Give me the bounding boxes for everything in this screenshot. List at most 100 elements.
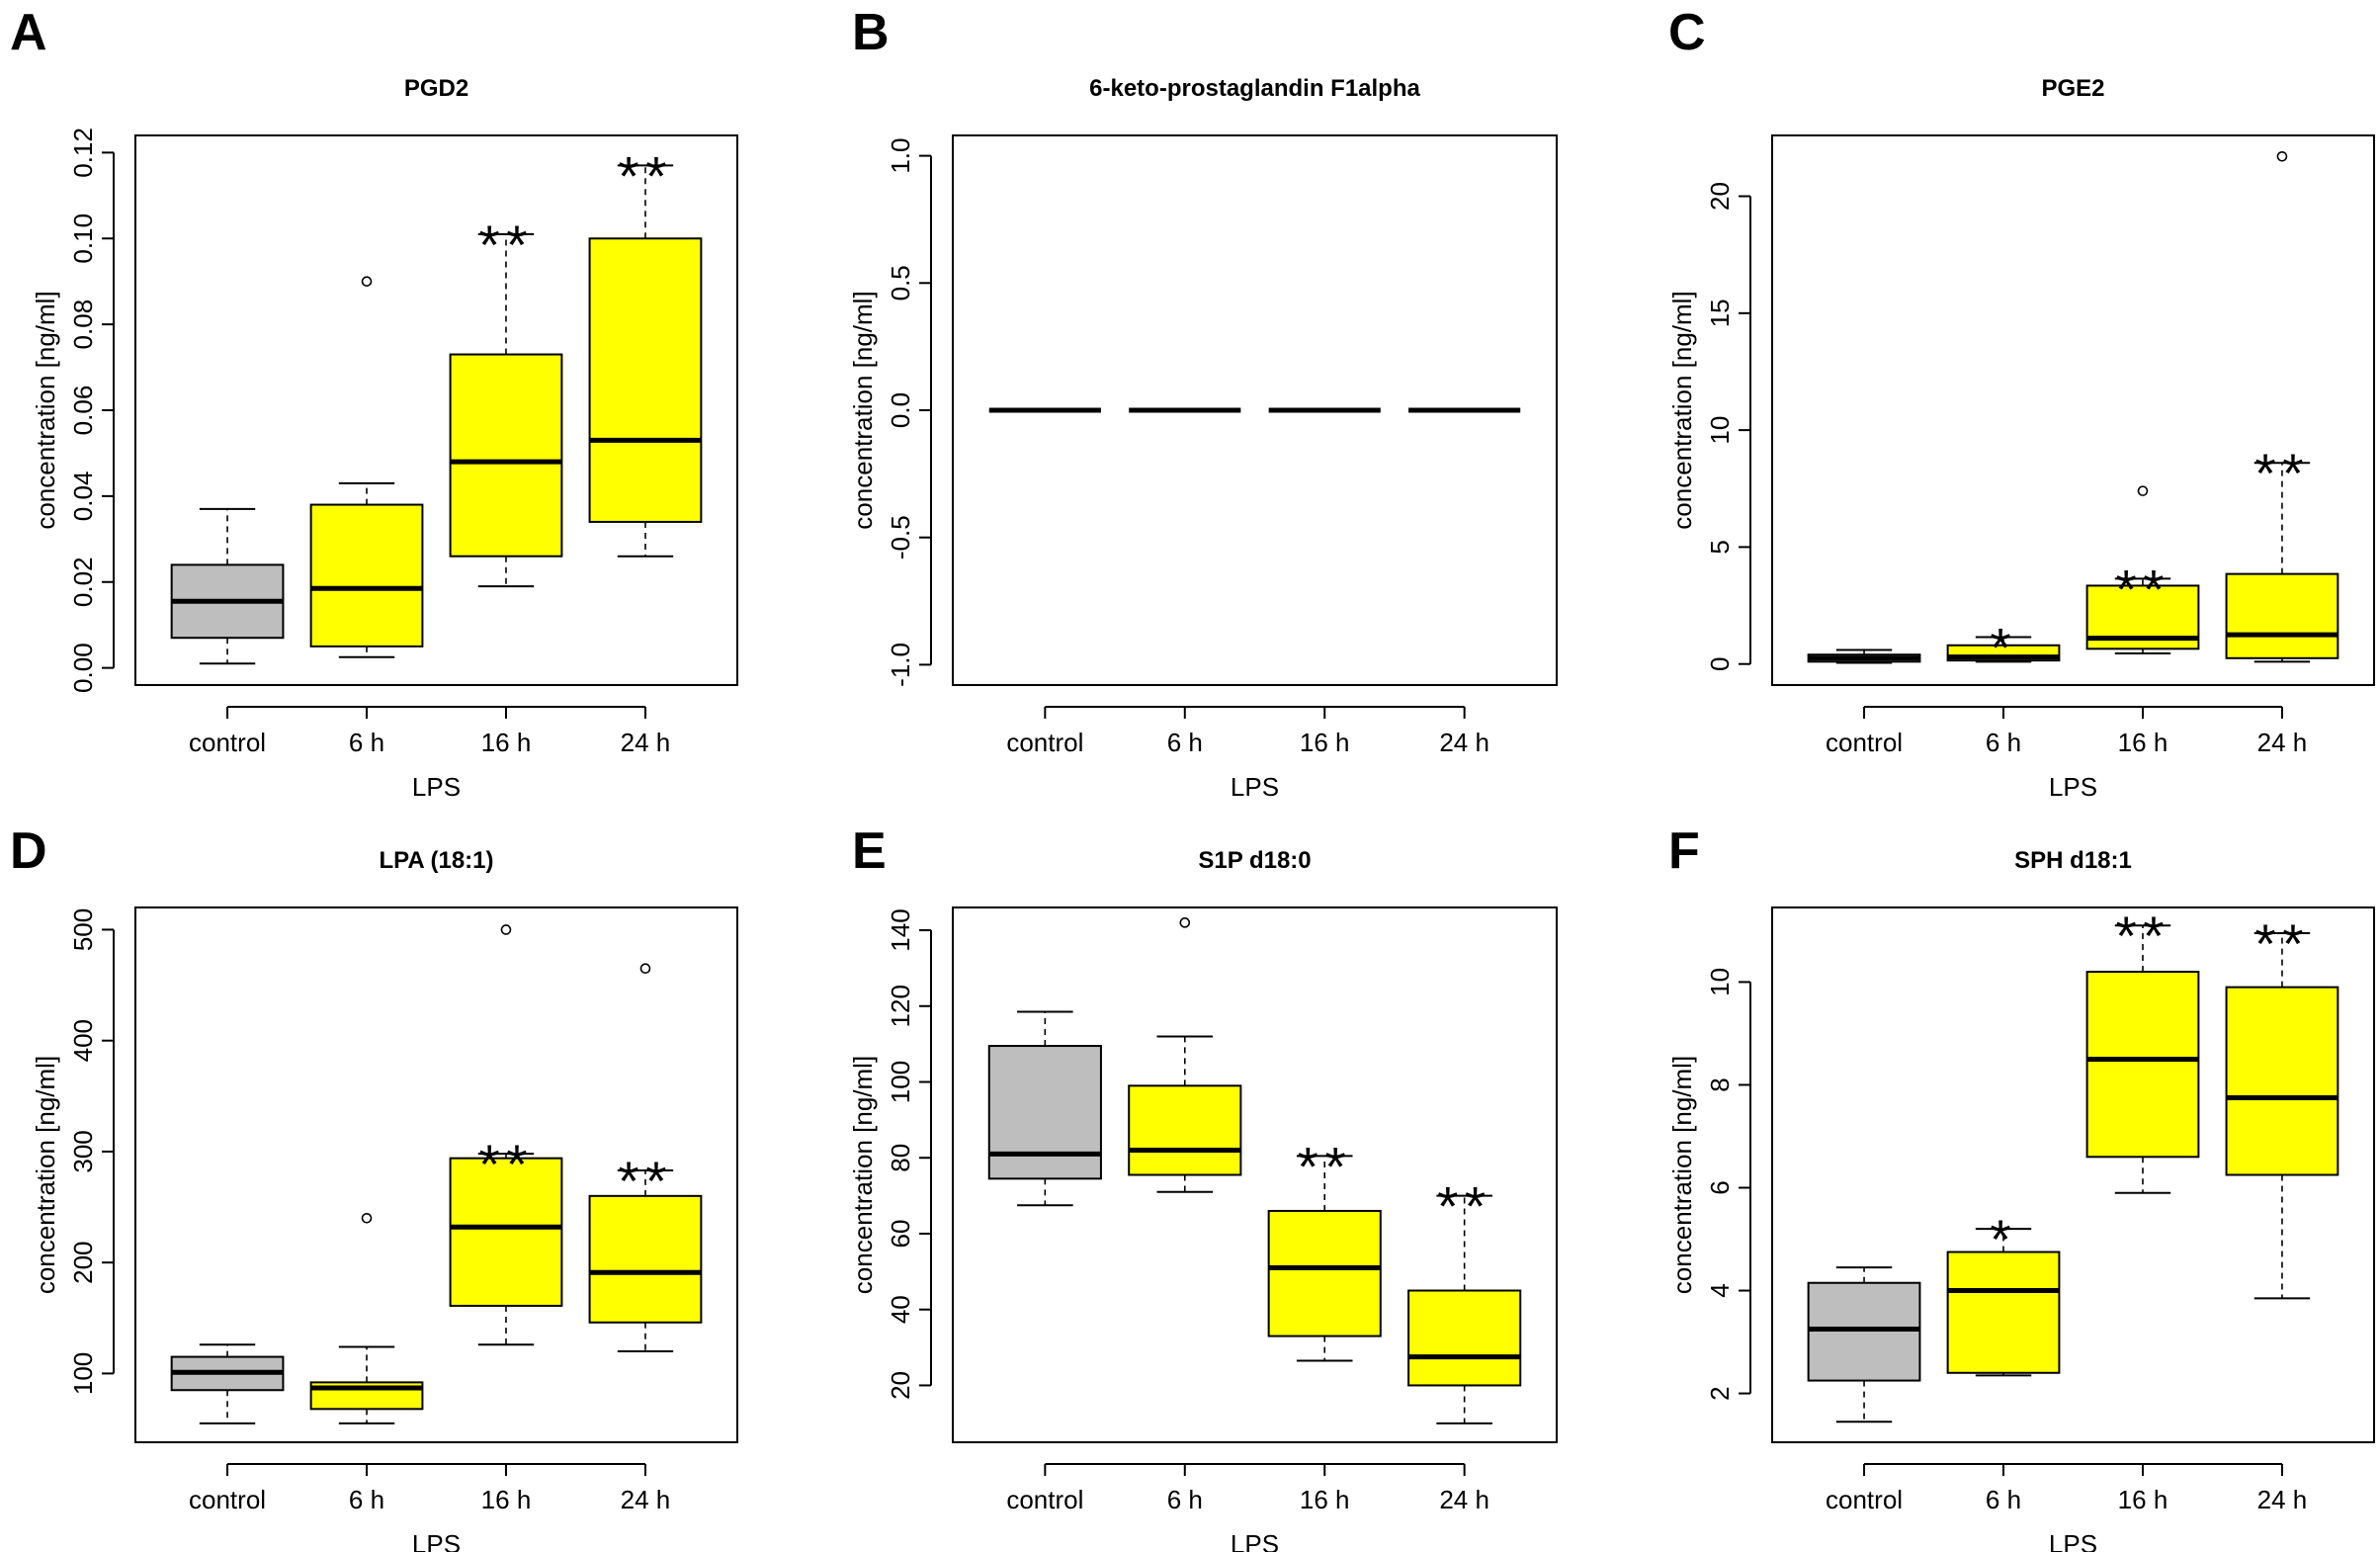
x-tick-label: 16 h xyxy=(2118,728,2168,757)
y-tick-label: 10 xyxy=(1705,968,1735,996)
x-tick-label: 24 h xyxy=(621,1485,671,1514)
iqr-box xyxy=(1128,1084,1242,1176)
box-24h: ** xyxy=(588,963,703,1352)
iqr-box xyxy=(1267,1209,1382,1337)
x-tick-label: 16 h xyxy=(481,1485,532,1514)
y-tick-label: 80 xyxy=(886,1144,915,1172)
plot-frame xyxy=(134,134,738,686)
box-24h: ** xyxy=(1407,1175,1522,1424)
x-tick-label: 24 h xyxy=(2257,1485,2308,1514)
significance-marker: ** xyxy=(2115,905,2170,967)
box-6h: * xyxy=(1946,616,2061,678)
x-tick-label: 16 h xyxy=(481,728,532,757)
x-tick-label: control xyxy=(1006,1485,1083,1514)
box-24h: ** xyxy=(2225,912,2339,1300)
x-tick-label: control xyxy=(189,1485,266,1514)
y-axis-label: concentration [ng/ml] xyxy=(1667,1056,1697,1294)
box-6h: * xyxy=(1946,1208,2061,1377)
panel-f: F SPH d18:1 2 4 6 8 10 concentration [ng/ml] con… xyxy=(1667,822,2375,1552)
y-tick-label: 2 xyxy=(1705,1386,1735,1400)
panel-letter: D xyxy=(10,822,47,880)
significance-marker: ** xyxy=(2254,442,2310,504)
plot-frame xyxy=(1771,134,2375,686)
y-tick-label: 300 xyxy=(68,1130,98,1172)
box-16h: ** xyxy=(2085,485,2200,655)
y-axis-label: concentration [ng/ml] xyxy=(848,291,878,529)
y-tick-label: 120 xyxy=(886,985,915,1027)
box-control xyxy=(1807,1266,1921,1423)
box-6h xyxy=(1128,917,1242,1193)
iqr-box xyxy=(1807,1281,1921,1382)
chart-title: LPA (18:1) xyxy=(379,847,493,874)
x-axis-label: LPS xyxy=(1231,1529,1279,1552)
box-24h: ** xyxy=(588,144,703,558)
iqr-box xyxy=(588,1194,703,1324)
significance-marker: * xyxy=(1990,616,2017,678)
x-axis-label: LPS xyxy=(412,1529,461,1552)
x-tick-label: 6 h xyxy=(1167,1485,1203,1514)
outlier-point xyxy=(361,276,373,287)
y-tick-label: 4 xyxy=(1705,1283,1735,1297)
y-tick-label: 200 xyxy=(68,1241,98,1283)
outlier-point xyxy=(500,924,512,935)
significance-marker: ** xyxy=(478,214,534,276)
chart-title: PGD2 xyxy=(404,75,468,102)
y-tick-label: 1.0 xyxy=(886,138,915,174)
box-16h: ** xyxy=(449,924,563,1346)
iqr-box xyxy=(2085,971,2200,1159)
plot-frame xyxy=(1771,906,2375,1443)
x-tick-label: 6 h xyxy=(1986,1485,2021,1514)
significance-marker: ** xyxy=(1437,1175,1492,1238)
panel-e: E S1P d18:0 20 40 60 80 100 120 140 concentration… xyxy=(848,822,1558,1552)
x-tick-label: 6 h xyxy=(349,1485,384,1514)
y-tick-label: 40 xyxy=(886,1295,915,1324)
panel-letter: C xyxy=(1668,4,1706,61)
significance-marker: ** xyxy=(478,1133,534,1195)
x-tick-label: 16 h xyxy=(1300,1485,1350,1514)
y-tick-label: 20 xyxy=(886,1371,915,1400)
x-tick-label: 16 h xyxy=(1300,728,1350,757)
outlier-point xyxy=(2137,485,2149,496)
panel-d: D LPA (18:1) 100 200 300 400 500 concentration … xyxy=(10,822,738,1552)
box-16h: ** xyxy=(2085,905,2200,1194)
y-axis-label: concentration [ng/ml] xyxy=(848,1056,878,1294)
chart-title: 6-keto-prostaglandin F1alpha xyxy=(1089,75,1420,102)
box-control xyxy=(170,507,285,665)
panel-letter: E xyxy=(852,822,887,880)
y-tick-label: 0.00 xyxy=(68,643,98,693)
y-axis-label: concentration [ng/ml] xyxy=(31,291,60,529)
box-16h: ** xyxy=(1267,1135,1382,1362)
significance-marker: ** xyxy=(2254,912,2310,975)
y-tick-label: 6 xyxy=(1705,1180,1735,1194)
y-tick-label: 0.04 xyxy=(68,472,98,522)
y-tick-label: 8 xyxy=(1705,1078,1735,1091)
y-axis-label: concentration [ng/ml] xyxy=(31,1056,60,1294)
x-tick-label: 6 h xyxy=(1167,728,1203,757)
plot-frame xyxy=(952,906,1558,1443)
y-tick-label: 0.10 xyxy=(68,214,98,264)
y-tick-label: 400 xyxy=(68,1019,98,1062)
y-tick-label: 100 xyxy=(886,1061,915,1103)
x-axis-label: LPS xyxy=(1231,772,1279,802)
outlier-point xyxy=(1179,917,1191,928)
x-tick-label: 24 h xyxy=(1439,728,1489,757)
panel-letter: A xyxy=(10,4,47,61)
box-6h xyxy=(309,1212,424,1424)
significance-marker: ** xyxy=(618,1150,673,1212)
y-tick-label: 10 xyxy=(1705,416,1735,445)
x-tick-label: 16 h xyxy=(2118,1485,2168,1514)
x-tick-label: 24 h xyxy=(2257,728,2308,757)
significance-marker: ** xyxy=(1297,1135,1352,1197)
iqr-box xyxy=(449,353,563,558)
outlier-point xyxy=(361,1212,373,1224)
significance-marker: * xyxy=(1990,1208,2017,1270)
plot-frame xyxy=(134,906,738,1443)
iqr-box xyxy=(1407,1289,1522,1387)
y-tick-label: 5 xyxy=(1705,540,1735,554)
y-tick-label: 0.08 xyxy=(68,300,98,350)
panel-a: A PGD2 0.00 0.02 0.04 0.06 0.08 0.10 0.12 concent… xyxy=(10,4,738,802)
iqr-box xyxy=(309,503,424,647)
significance-marker: ** xyxy=(2115,558,2170,620)
x-axis-label: LPS xyxy=(2049,772,2097,802)
